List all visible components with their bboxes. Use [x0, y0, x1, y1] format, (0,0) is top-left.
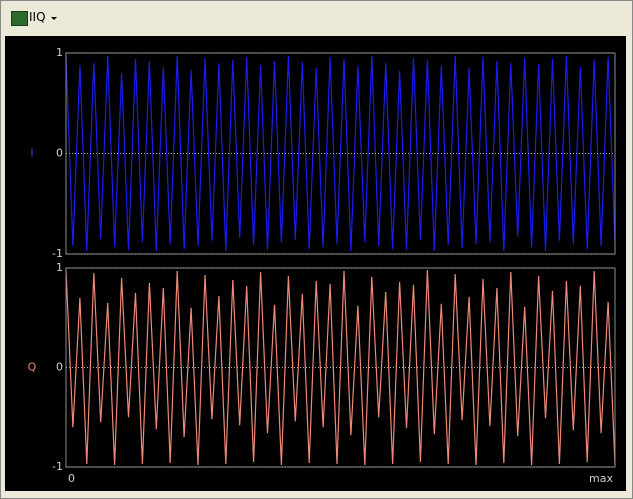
- plot-area: -1 0 1 I -1 0 1 0 max Q: [5, 36, 626, 491]
- y-axis-label: Q: [28, 361, 37, 374]
- toolbar-label[interactable]: IIQ: [29, 10, 46, 24]
- y-tick-label: 0: [56, 147, 63, 160]
- y-axis-label: I: [30, 147, 33, 160]
- signal-line: [65, 55, 616, 252]
- y-tick-label: 1: [56, 261, 63, 274]
- y-tick-label: -1: [52, 460, 63, 473]
- x-tick-label: 0: [68, 472, 75, 485]
- y-tick-label: 1: [56, 46, 63, 59]
- x-tick-label: max: [589, 472, 613, 485]
- y-tick-label: 0: [56, 361, 63, 374]
- dropdown-arrow[interactable]: [51, 17, 57, 20]
- toolbar: IIQ: [1, 1, 632, 35]
- signal-line: [65, 269, 616, 466]
- y-tick-label: -1: [52, 247, 63, 260]
- toolbar-icon[interactable]: [11, 11, 28, 26]
